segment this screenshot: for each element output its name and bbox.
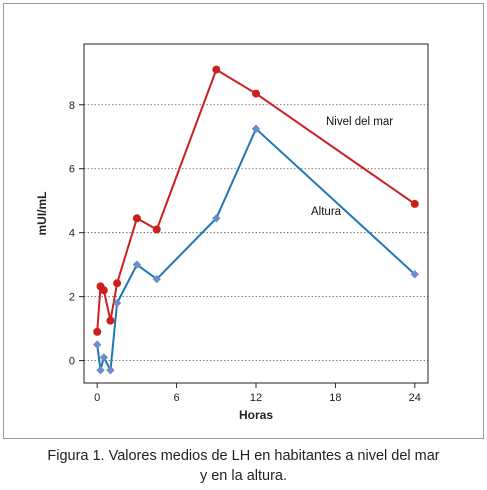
data-point xyxy=(93,327,102,336)
y-tick-label: 0 xyxy=(69,356,75,368)
x-axis-title: Horas xyxy=(239,408,273,422)
data-point xyxy=(212,214,221,223)
data-point xyxy=(132,214,141,223)
series-0 xyxy=(93,65,419,336)
data-point xyxy=(99,353,109,362)
y-tick-label: 2 xyxy=(69,292,75,304)
y-axis-title: mUI/mL xyxy=(35,191,49,235)
data-point xyxy=(113,279,122,288)
y-axis: 0 2 4 6 8 xyxy=(69,100,84,368)
data-point xyxy=(152,225,161,234)
data-point xyxy=(112,298,122,308)
x-axis: 0 6 12 18 24 xyxy=(94,383,421,404)
data-point xyxy=(96,366,105,375)
grid-lines xyxy=(84,104,428,362)
caption-line-1: Figura 1. Valores medios de LH en habita… xyxy=(47,448,440,464)
series-1 xyxy=(93,124,419,375)
data-point xyxy=(93,340,102,349)
x-tick-label: 24 xyxy=(409,392,421,404)
series-layer xyxy=(93,65,419,375)
data-point xyxy=(132,260,142,269)
x-tick-label: 0 xyxy=(94,392,100,404)
figure-caption: Figura 1. Valores medios de LH en habita… xyxy=(0,446,487,486)
data-point xyxy=(106,366,115,375)
data-point xyxy=(410,270,419,279)
y-tick-label: 8 xyxy=(69,100,75,112)
data-point xyxy=(252,89,260,98)
y-tick-label: 6 xyxy=(69,164,75,176)
x-tick-label: 18 xyxy=(329,392,341,404)
data-point xyxy=(152,274,161,284)
series-label-altura: Altura xyxy=(311,206,342,218)
data-point xyxy=(212,65,221,74)
series-label-nivel-del-mar: Nivel del mar xyxy=(326,116,393,128)
data-point xyxy=(99,286,108,295)
data-point xyxy=(410,199,419,208)
y-tick-label: 4 xyxy=(69,228,75,240)
series-line xyxy=(96,127,416,372)
data-point xyxy=(106,316,115,325)
series-line xyxy=(96,68,416,332)
caption-line-2: y en la altura. xyxy=(199,468,288,484)
x-tick-label: 6 xyxy=(174,392,180,404)
x-tick-label: 12 xyxy=(250,392,262,404)
